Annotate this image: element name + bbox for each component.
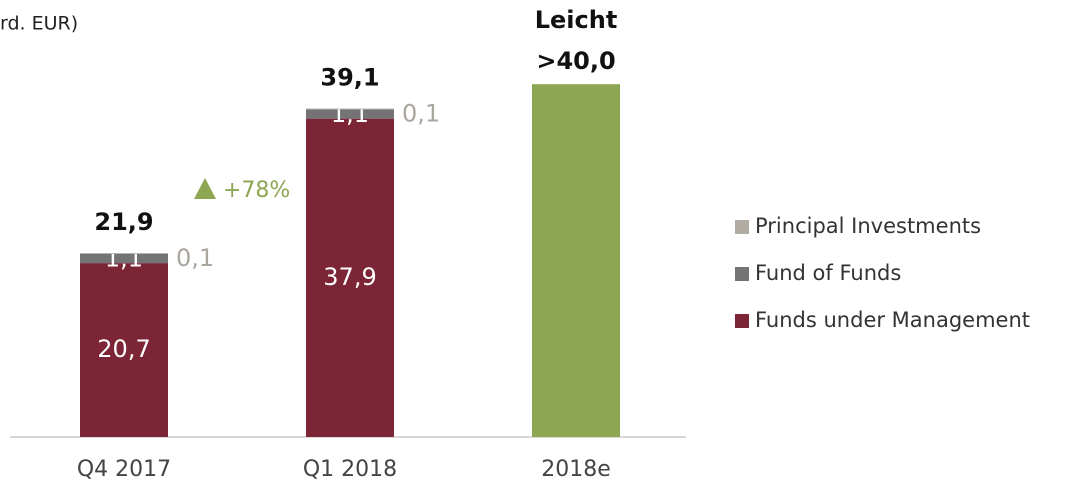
chart-title: rd. EUR) (0, 13, 78, 35)
total-label: 21,9 (94, 208, 153, 236)
value-label: 0,1 (402, 100, 440, 128)
value-label: 1,1 (331, 100, 369, 128)
x-tick-label: Q4 2017 (77, 457, 171, 482)
legend-swatch (735, 220, 749, 234)
legend-swatch (735, 267, 749, 281)
value-label: 1,1 (105, 245, 143, 273)
estimate-label: Leicht (535, 6, 618, 34)
estimate-label: >40,0 (536, 47, 615, 75)
legend-label: Fund of Funds (755, 261, 901, 285)
x-tick-label: 2018e (541, 457, 611, 482)
total-label: 39,1 (320, 64, 379, 92)
annotation: +78% (223, 178, 290, 203)
value-label: 20,7 (97, 335, 150, 363)
bar-segment (306, 108, 394, 110)
x-tick-label: Q1 2018 (303, 457, 397, 482)
bar-segment (80, 263, 168, 437)
bar-segment (80, 253, 168, 254)
legend-swatch (735, 314, 749, 328)
growth-triangle (194, 178, 216, 199)
bar-segment (80, 253, 168, 264)
bar-segment (306, 109, 394, 119)
legend-label: Funds under Management (755, 308, 1030, 332)
value-label: 0,1 (176, 244, 214, 272)
legend-label: Principal Investments (755, 214, 981, 238)
estimate-bar (532, 84, 620, 437)
value-label: 37,9 (323, 263, 376, 291)
bar-segment (306, 118, 394, 437)
